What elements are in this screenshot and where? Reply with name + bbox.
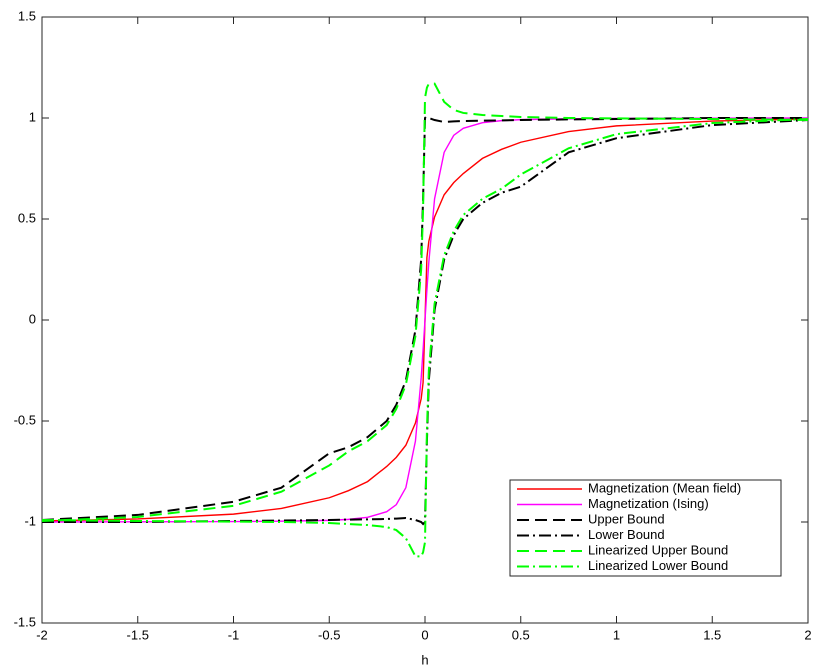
x-tick-label: 0.5 [512, 627, 530, 642]
x-tick-label: -0.5 [318, 627, 340, 642]
x-tick-label: 2 [804, 627, 811, 642]
x-tick-label: 1 [613, 627, 620, 642]
y-tick-label: -1.5 [14, 614, 36, 629]
y-tick-label: 0.5 [18, 210, 36, 225]
x-axis-label: h [421, 652, 428, 667]
x-tick-label: 1.5 [703, 627, 721, 642]
legend-label: Linearized Upper Bound [588, 542, 728, 557]
series-line [42, 82, 808, 522]
series-line [42, 114, 808, 521]
y-tick-label: -0.5 [14, 412, 36, 427]
legend-box [509, 479, 782, 577]
legend-label: Magnetization (Ising) [588, 496, 709, 511]
x-tick-label: -2 [36, 627, 48, 642]
x-tick-label: -1 [228, 627, 240, 642]
y-tick-label: 0 [29, 311, 36, 326]
x-tick-label: -1.5 [127, 627, 149, 642]
y-tick-label: 1.5 [18, 8, 36, 23]
legend-label: Magnetization (Mean field) [588, 480, 741, 495]
legend-label: Upper Bound [588, 511, 665, 526]
y-tick-label: 1 [29, 109, 36, 124]
x-tick-label: 0 [421, 627, 428, 642]
y-tick-label: -1 [24, 513, 36, 528]
series-line [42, 118, 808, 558]
legend-label: Linearized Lower Bound [588, 558, 728, 573]
legend-label: Lower Bound [588, 527, 665, 542]
